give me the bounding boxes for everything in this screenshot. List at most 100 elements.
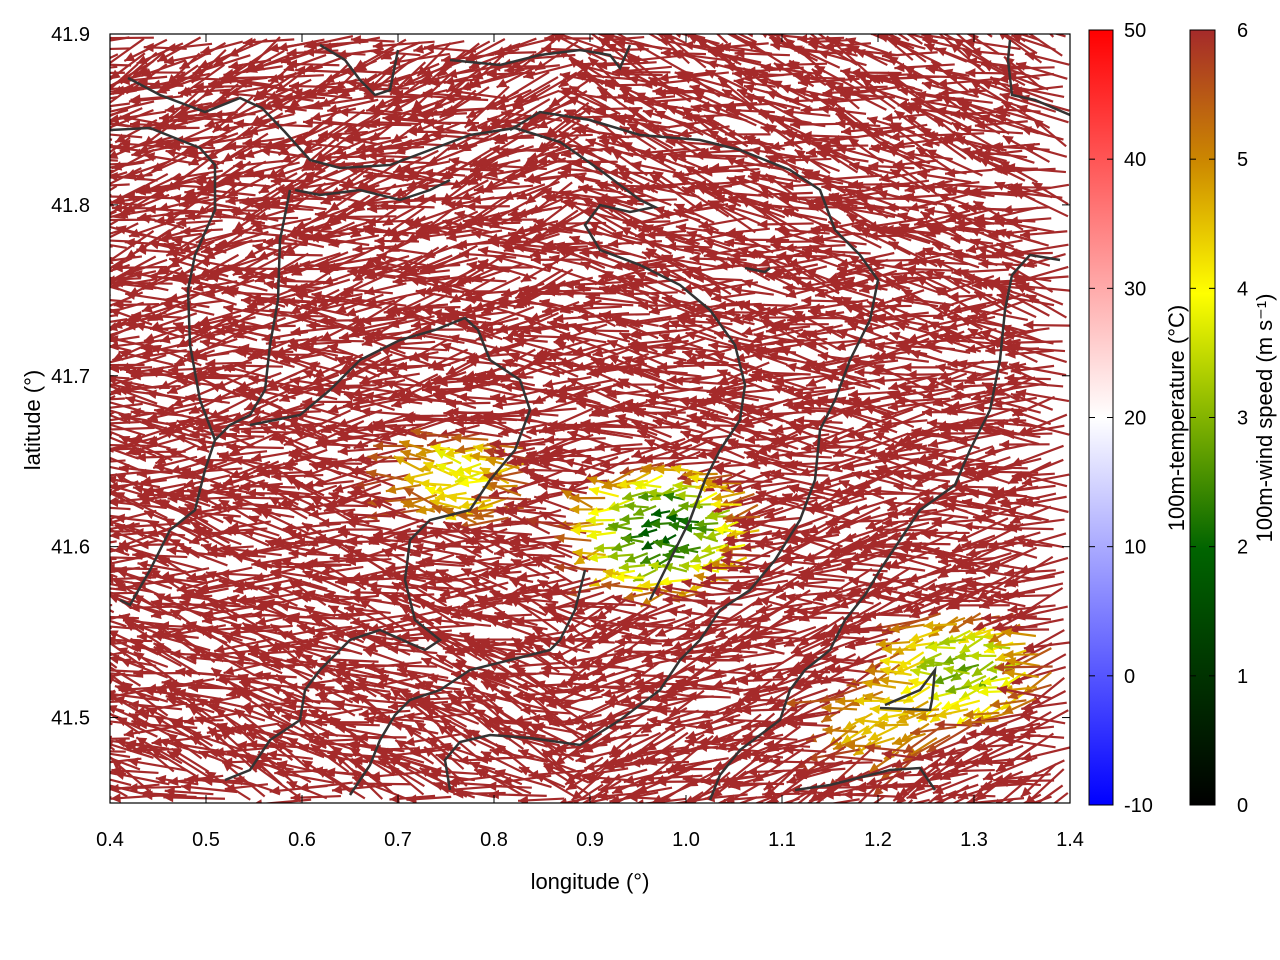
wind-arrow xyxy=(329,132,380,146)
colorbar-tick-label: 0 xyxy=(1237,795,1248,817)
wind-arrow xyxy=(110,435,112,439)
y-tick-label: 41.5 xyxy=(51,708,90,730)
wind-arrow xyxy=(110,88,129,104)
wind-arrow xyxy=(891,80,942,113)
wind-arrow xyxy=(595,104,643,114)
wind-arrow xyxy=(110,529,114,533)
wind-arrow xyxy=(783,107,831,117)
wind-arrow xyxy=(110,677,114,681)
wind-arrow xyxy=(321,152,370,163)
wind-arrow xyxy=(110,143,113,147)
wind-arrow xyxy=(247,121,297,136)
wind-arrow xyxy=(423,43,477,53)
wind-arrow xyxy=(826,35,870,75)
wind-arrow xyxy=(110,493,112,497)
wind-arrow xyxy=(250,139,297,149)
wind-arrow xyxy=(110,256,114,260)
wind-arrow xyxy=(128,95,184,106)
wind-arrow xyxy=(110,89,117,93)
x-tick-label: 1.4 xyxy=(1056,829,1084,851)
wind-arrow xyxy=(811,68,860,110)
wind-arrow xyxy=(338,107,395,117)
wind-arrow xyxy=(110,227,112,231)
wind-arrow xyxy=(110,36,154,40)
wind-arrow xyxy=(110,771,118,776)
wind-arrow xyxy=(110,314,118,318)
wind-arrow xyxy=(159,112,217,123)
wind-arrow xyxy=(110,109,129,117)
wind-arrow xyxy=(301,139,351,150)
wind-arrow xyxy=(110,474,113,478)
colorbar-tick-label: 0 xyxy=(1124,666,1135,688)
wind-arrow xyxy=(496,65,538,89)
wind-arrow xyxy=(318,129,368,140)
wind-arrow xyxy=(886,34,901,41)
wind-arrow xyxy=(903,66,956,93)
wind-arrow xyxy=(674,70,732,89)
wind-arrow xyxy=(625,53,673,91)
wind-arrow xyxy=(110,626,112,630)
wind-arrow xyxy=(219,119,271,133)
wind-arrow xyxy=(486,69,536,80)
wind-arrow xyxy=(200,40,244,55)
wind-arrow xyxy=(879,34,914,61)
wind-arrow xyxy=(869,34,887,41)
wind-arrow xyxy=(790,119,844,130)
wind-arrow xyxy=(202,135,253,148)
wind-arrow xyxy=(941,95,987,127)
wind-arrow xyxy=(110,690,116,693)
wind-arrow xyxy=(242,37,295,48)
wind-arrow xyxy=(765,123,804,151)
wind-arrow xyxy=(110,482,112,485)
wind-arrow xyxy=(968,87,1026,110)
wind-arrow xyxy=(110,133,143,139)
wind-arrow xyxy=(120,139,182,150)
wind-arrow xyxy=(964,37,1021,51)
wind-arrow xyxy=(922,36,971,52)
wind-arrow xyxy=(906,34,923,45)
wind-arrow xyxy=(730,34,749,44)
wind-arrow xyxy=(910,104,953,126)
wind-arrow xyxy=(193,82,253,92)
wind-arrow xyxy=(912,98,968,129)
wind-arrow xyxy=(663,34,687,45)
x-tick-label: 1.2 xyxy=(864,829,892,851)
wind-arrow xyxy=(942,34,959,43)
wind-arrow xyxy=(466,110,510,133)
wind-arrow xyxy=(690,104,748,122)
wind-arrow xyxy=(736,34,757,44)
wind-arrow xyxy=(681,74,729,98)
wind-arrow xyxy=(110,304,112,307)
colorbar-tick-label: 50 xyxy=(1124,20,1146,42)
wind-arrow xyxy=(110,277,114,281)
colorbar-tick-label: 2 xyxy=(1237,537,1248,559)
wind-arrow xyxy=(119,75,168,86)
wind-arrow xyxy=(451,87,509,100)
wind-arrow xyxy=(110,159,118,162)
wind-arrow xyxy=(647,34,661,41)
wind-arrow xyxy=(392,89,451,100)
wind-arrow xyxy=(242,137,285,148)
wind-arrow xyxy=(110,796,112,799)
colorbar-tick-label: 1 xyxy=(1237,666,1248,688)
wind-arrow xyxy=(110,735,112,739)
wind-arrow xyxy=(477,122,521,133)
wind-arrow xyxy=(854,48,896,65)
wind-arrow xyxy=(110,263,112,267)
wind-arrow xyxy=(197,50,239,69)
wind-arrow xyxy=(797,34,845,44)
wind-arrow xyxy=(110,144,127,148)
wind-arrow xyxy=(110,426,112,429)
wind-arrow xyxy=(364,144,425,154)
wind-arrow xyxy=(560,86,608,110)
y-axis-label: latitude (°) xyxy=(20,370,45,471)
colorbar-tick-label: -10 xyxy=(1124,795,1153,817)
wind-arrow xyxy=(110,110,167,124)
wind-arrow xyxy=(228,59,272,71)
wind-arrow xyxy=(957,111,1001,135)
wind-arrow xyxy=(888,38,941,66)
wind-arrow xyxy=(110,411,115,416)
wind-arrow xyxy=(907,71,953,81)
wind-arrow xyxy=(234,143,284,161)
